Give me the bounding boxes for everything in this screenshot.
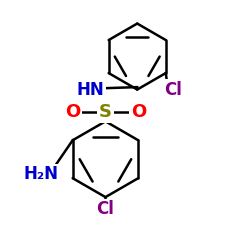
- Text: S: S: [99, 102, 112, 120]
- Text: Cl: Cl: [96, 200, 114, 218]
- Text: H₂N: H₂N: [23, 165, 58, 183]
- Text: HN: HN: [77, 80, 105, 98]
- Text: O: O: [65, 102, 80, 120]
- Text: O: O: [131, 102, 146, 120]
- Text: Cl: Cl: [164, 80, 182, 98]
